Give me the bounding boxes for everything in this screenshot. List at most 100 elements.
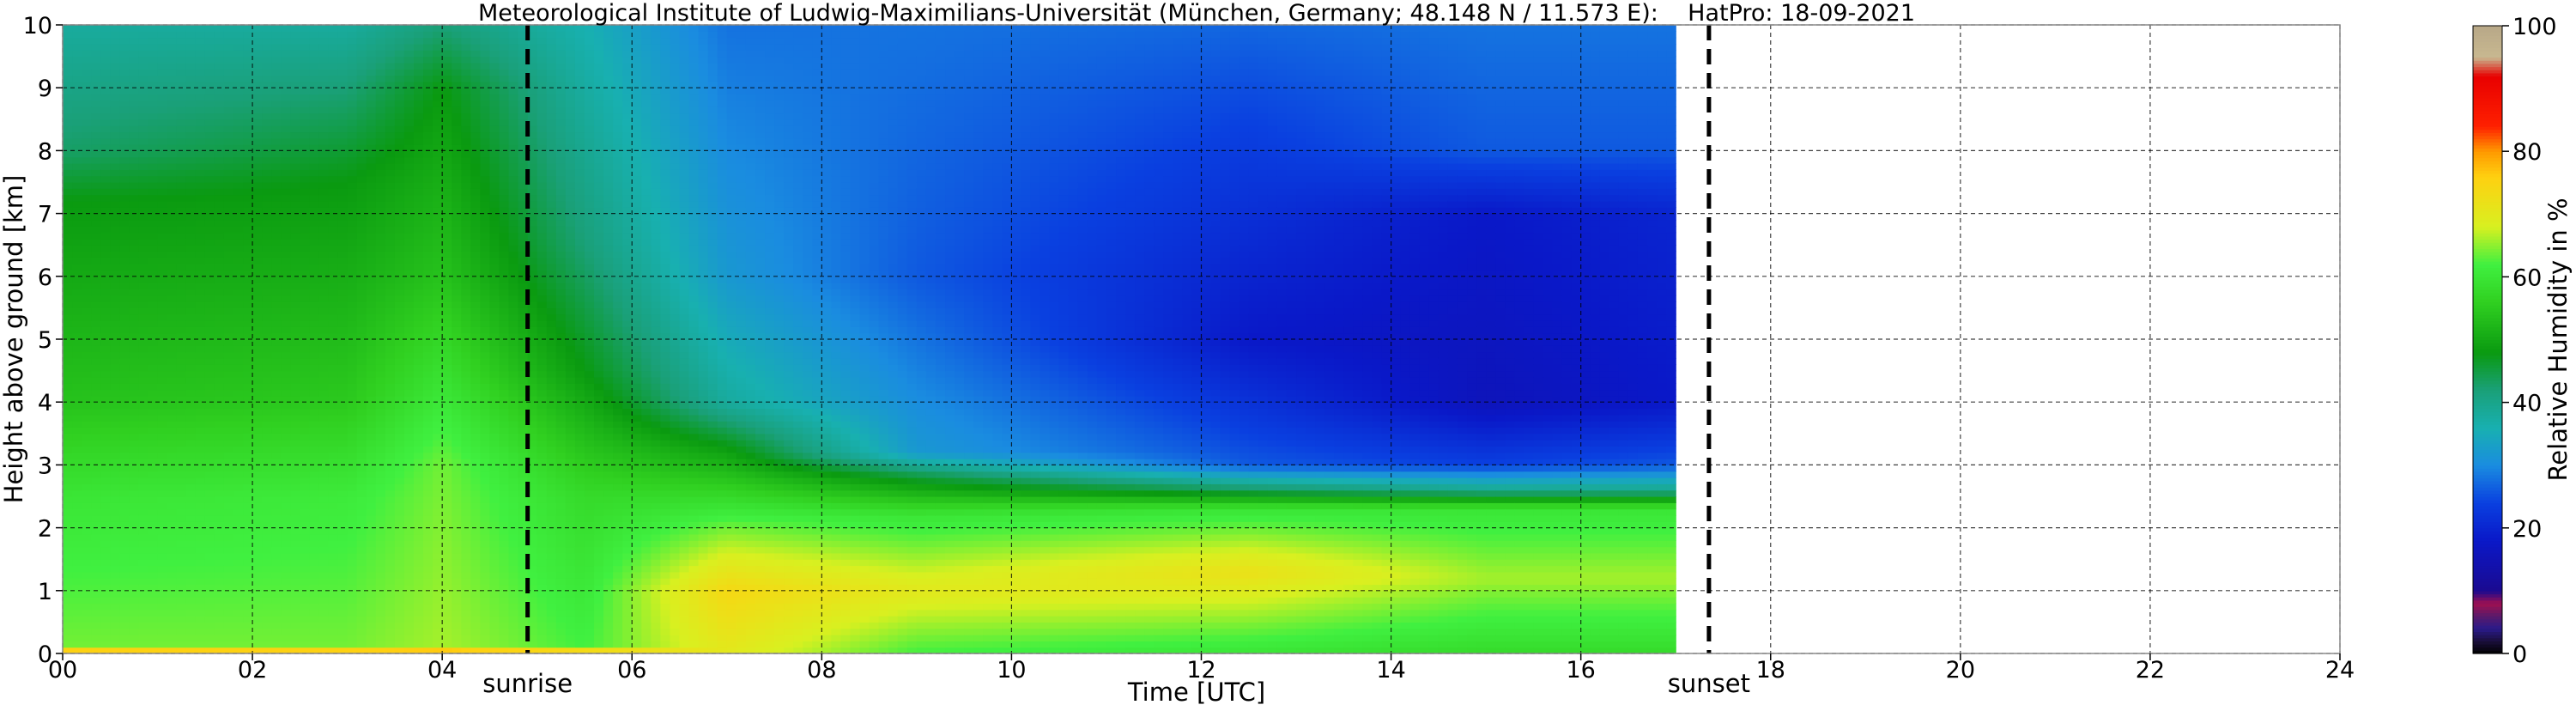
heatmap-cell bbox=[119, 395, 130, 403]
heatmap-cell bbox=[433, 603, 443, 611]
heatmap-cell bbox=[138, 81, 149, 88]
heatmap-cell bbox=[271, 635, 282, 641]
heatmap-cell bbox=[366, 56, 377, 64]
heatmap-cell bbox=[262, 43, 272, 51]
heatmap-cell bbox=[100, 433, 111, 441]
heatmap-cell bbox=[233, 571, 244, 579]
heatmap-cell bbox=[204, 301, 215, 308]
heatmap-cell bbox=[489, 421, 500, 428]
heatmap-cell bbox=[489, 414, 500, 422]
heatmap-cell bbox=[119, 571, 130, 579]
heatmap-cell bbox=[480, 270, 491, 277]
heatmap-cell bbox=[423, 313, 433, 321]
heatmap-cell bbox=[309, 483, 320, 491]
heatmap-cell bbox=[167, 578, 178, 586]
heatmap-cell bbox=[185, 584, 197, 592]
heatmap-cell bbox=[527, 75, 538, 82]
heatmap-cell bbox=[100, 483, 111, 491]
heatmap-cell bbox=[414, 62, 424, 70]
heatmap-cell bbox=[252, 307, 263, 315]
heatmap-cell bbox=[233, 313, 244, 321]
heatmap-cell bbox=[347, 465, 358, 472]
heatmap-cell bbox=[262, 264, 272, 271]
heatmap-cell bbox=[433, 270, 443, 277]
heatmap-cell bbox=[281, 565, 291, 573]
heatmap-cell bbox=[110, 144, 120, 151]
heatmap-cell bbox=[167, 370, 178, 378]
heatmap-cell bbox=[281, 131, 291, 139]
heatmap-cell bbox=[433, 395, 443, 403]
heatmap-cell bbox=[281, 395, 291, 403]
heatmap-cell bbox=[328, 62, 339, 70]
heatmap-cell bbox=[309, 364, 320, 372]
heatmap-cell bbox=[281, 370, 291, 378]
heatmap-cell bbox=[480, 88, 491, 95]
heatmap-cell bbox=[499, 345, 510, 353]
heatmap-cell bbox=[499, 339, 510, 346]
heatmap-cell bbox=[337, 213, 349, 221]
heatmap-cell bbox=[110, 433, 120, 441]
heatmap-cell bbox=[309, 320, 320, 327]
heatmap-cell bbox=[366, 628, 377, 635]
heatmap-cell bbox=[414, 137, 424, 145]
heatmap-cell bbox=[223, 389, 234, 397]
heatmap-cell bbox=[366, 496, 377, 503]
heatmap-cell bbox=[72, 395, 82, 403]
heatmap-cell bbox=[508, 283, 519, 290]
heatmap-cell bbox=[480, 546, 491, 554]
heatmap-cell bbox=[91, 521, 101, 529]
heatmap-cell bbox=[300, 100, 310, 107]
heatmap-cell bbox=[100, 226, 111, 234]
heatmap-cell bbox=[461, 175, 471, 183]
heatmap-cell bbox=[499, 194, 510, 202]
heatmap-cell bbox=[318, 175, 330, 183]
heatmap-cell bbox=[233, 150, 244, 158]
heatmap-cell bbox=[375, 88, 386, 95]
heatmap-cell bbox=[366, 459, 377, 465]
heatmap-cell bbox=[214, 238, 225, 246]
heatmap-cell bbox=[281, 43, 291, 51]
heatmap-cell bbox=[375, 62, 386, 70]
heatmap-cell bbox=[423, 144, 433, 151]
heatmap-cell bbox=[518, 150, 529, 158]
heatmap-cell bbox=[185, 156, 197, 164]
heatmap-cell bbox=[309, 357, 320, 365]
heatmap-cell bbox=[414, 508, 424, 516]
heatmap-cell bbox=[82, 137, 92, 145]
heatmap-cell bbox=[499, 452, 510, 459]
heatmap-cell bbox=[167, 489, 178, 497]
heatmap-cell bbox=[499, 307, 510, 315]
heatmap-cell bbox=[138, 389, 149, 397]
heatmap-cell bbox=[414, 339, 424, 346]
heatmap-cell bbox=[489, 622, 500, 629]
heatmap-cell bbox=[176, 376, 187, 384]
heatmap-cell bbox=[185, 56, 197, 64]
heatmap-cell bbox=[461, 156, 471, 164]
heatmap-cell bbox=[518, 25, 529, 32]
heatmap-cell bbox=[527, 207, 538, 215]
heatmap-cell bbox=[176, 175, 187, 183]
heatmap-cell bbox=[82, 459, 92, 465]
heatmap-cell bbox=[518, 616, 529, 623]
heatmap-cell bbox=[119, 307, 130, 315]
heatmap-cell bbox=[470, 200, 481, 208]
heatmap-cell bbox=[385, 81, 396, 88]
heatmap-cell bbox=[394, 459, 405, 465]
heatmap-cell bbox=[129, 533, 140, 541]
heatmap-cell bbox=[148, 226, 159, 234]
heatmap-cell bbox=[318, 125, 330, 133]
heatmap-cell bbox=[347, 270, 358, 277]
heatmap-cell bbox=[176, 207, 187, 215]
heatmap-cell bbox=[328, 156, 339, 164]
heatmap-cell bbox=[403, 194, 415, 202]
heatmap-cell bbox=[243, 616, 253, 623]
heatmap-cell bbox=[110, 395, 120, 403]
heatmap-cell bbox=[72, 559, 82, 567]
heatmap-cell bbox=[290, 88, 300, 95]
heatmap-cell bbox=[72, 213, 82, 221]
heatmap-cell bbox=[167, 326, 178, 334]
heatmap-cell bbox=[375, 465, 386, 472]
heatmap-cell bbox=[63, 125, 73, 133]
heatmap-cell bbox=[499, 144, 510, 151]
heatmap-cell bbox=[309, 370, 320, 378]
